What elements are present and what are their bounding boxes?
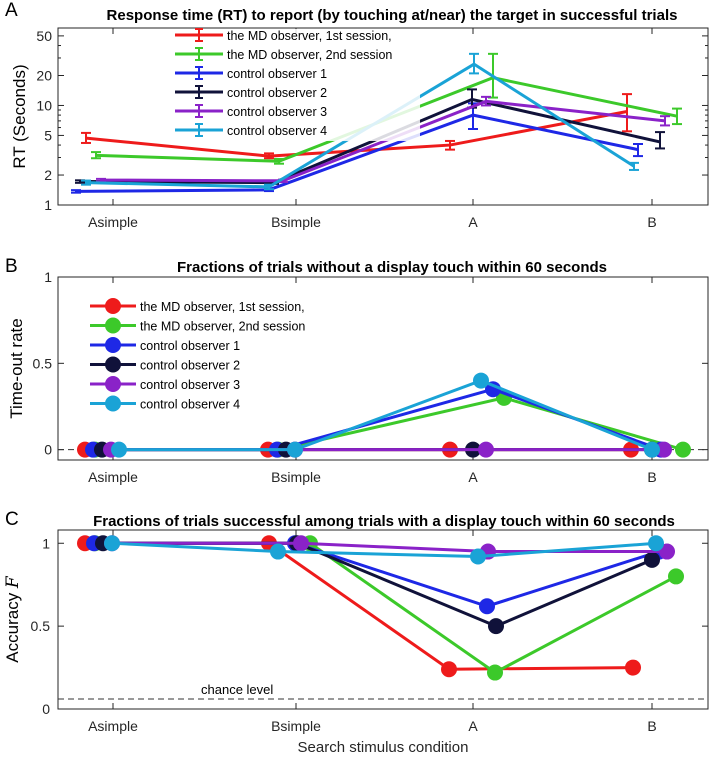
panel-c-series-line	[112, 541, 667, 554]
panel-b-legend-marker	[105, 356, 121, 373]
panel-a-legend-label: control observer 3	[227, 105, 327, 119]
panel-c-xtick-label: A	[468, 718, 478, 734]
panel-a-xtick-label: Asimple	[88, 214, 138, 230]
panel-c-point	[668, 568, 684, 585]
panel-c-title: Fractions of trials successful among tri…	[93, 513, 675, 530]
panel-c-ylabel-symbol: F	[3, 575, 23, 589]
panel-b-legend-label: the MD observer, 2nd session	[140, 320, 305, 334]
panel-c-xlabel: Search stimulus condition	[298, 739, 469, 756]
panel-a-ytick-label: 2	[44, 167, 52, 183]
panel-b-series	[111, 372, 660, 458]
panel-a-ytick-label: 20	[36, 67, 52, 83]
panel-c-point	[270, 543, 286, 560]
panel-b-legend-marker	[105, 317, 121, 334]
panel-b-series-line	[119, 378, 653, 452]
panel-a-ytick-label: 5	[44, 127, 52, 143]
panel-c-ytick-label: 0.5	[31, 618, 51, 634]
panel-b-title: Fractions of trials without a display to…	[177, 259, 607, 276]
panel-b-legend-label: the MD observer, 1st session,	[140, 300, 305, 314]
panel-b-legend-marker	[105, 298, 121, 314]
panel-b-xtick-label: Asimple	[88, 469, 138, 485]
panel-c-point	[479, 598, 495, 615]
panel-c-xtick-label: Asimple	[88, 718, 138, 734]
panel-b-point	[478, 441, 494, 458]
panel-b-letter: B	[5, 256, 18, 277]
panel-c: C Fractions of trials successful among tr…	[3, 509, 709, 756]
panel-a: A Response time (RT) to report (by touchi…	[5, 0, 709, 230]
panel-b-point	[287, 441, 303, 458]
panel-a-ytick-label: 10	[36, 97, 52, 113]
panel-b-legend-marker	[105, 376, 121, 392]
panel-a-xtick-label: Bsimple	[271, 214, 321, 230]
panel-a-legend-label: the MD observer, 2nd session	[227, 48, 392, 62]
panel-c-series	[87, 535, 684, 681]
panel-a-axes-box	[57, 27, 709, 206]
panel-a-legend-label: control observer 2	[227, 86, 327, 100]
panel-b-legend-marker	[105, 337, 121, 353]
panel-b-xtick-label: A	[468, 469, 478, 485]
panel-c-point	[441, 661, 457, 678]
panel-c-ytick-label: 1	[42, 535, 50, 551]
panel-a-ytick-label: 50	[36, 28, 52, 44]
panel-b-xtick-label: Bsimple	[271, 469, 321, 485]
panel-b-ytick-label: 0	[44, 442, 52, 458]
panel-c-series	[104, 535, 664, 565]
panel-a-xtick-label: A	[468, 214, 478, 230]
panel-a-legend-box	[166, 29, 420, 141]
panel-c-ylabel-word: Accuracy	[3, 588, 22, 663]
panel-c-series	[77, 535, 641, 678]
panel-c-ytick-label: 0	[42, 701, 50, 717]
panel-c-point	[648, 535, 664, 552]
panel-b-legend-label: control observer 4	[140, 398, 240, 412]
panel-a-xtick-label: B	[647, 214, 656, 230]
panel-b-ylabel: Time-out rate	[7, 318, 26, 418]
panel-c-point	[104, 535, 120, 552]
panel-c-point	[293, 535, 309, 552]
panel-a-legend: the MD observer, 1st session, the MD obse…	[166, 28, 420, 141]
panel-c-point	[487, 664, 503, 681]
panel-b-ytick-label: 1	[44, 269, 52, 285]
panel-b-legend-box	[66, 296, 336, 414]
panel-c-axes-box	[57, 529, 709, 710]
panel-a-legend-label: control observer 4	[227, 124, 327, 138]
panel-b-legend-label: control observer 1	[140, 339, 240, 353]
panel-c-letter: C	[5, 509, 19, 530]
panel-b-legend: the MD observer, 1st session, the MD obse…	[66, 296, 336, 414]
panel-a-series-line	[75, 113, 639, 193]
panel-a-ylabel: RT (Seconds)	[10, 64, 29, 168]
panel-a-ytick-label: 1	[44, 197, 52, 213]
panel-a-letter: A	[5, 0, 18, 21]
panel-b-point	[656, 441, 672, 458]
panel-b-point	[675, 441, 691, 458]
panel-c-series-line	[111, 541, 657, 559]
panel-b: B Fractions of trials without a display t…	[5, 256, 709, 485]
panel-c-point	[470, 548, 486, 565]
panel-c-point	[488, 618, 504, 635]
panel-b-legend-marker	[105, 395, 121, 412]
panel-b-axes-box	[57, 276, 709, 461]
panel-b-ytick-label: 0.5	[33, 355, 53, 371]
panel-a-series-line	[100, 99, 666, 183]
panel-c-chance-label: chance level	[201, 682, 273, 697]
panel-c-point	[659, 543, 675, 560]
panel-b-xtick-label: B	[647, 469, 656, 485]
panel-a-legend-label: the MD observer, 1st session,	[227, 29, 392, 43]
panel-c-series-line	[95, 541, 677, 675]
panel-c-series-line	[85, 541, 634, 671]
panel-a-title: Response time (RT) to report (by touchin…	[107, 7, 678, 24]
panel-c-point	[625, 659, 641, 676]
panel-c-xtick-label: Bsimple	[271, 718, 321, 734]
panel-b-point	[111, 441, 127, 458]
panel-b-point	[473, 372, 489, 389]
panel-b-legend-label: control observer 2	[140, 359, 240, 373]
panel-c-ylabel: Accuracy F	[3, 575, 23, 663]
panel-a-legend-label: control observer 1	[227, 67, 327, 81]
panel-c-xtick-label: B	[647, 718, 656, 734]
panel-b-legend-label: control observer 3	[140, 378, 240, 392]
panel-b-point	[644, 441, 660, 458]
panel-c-point	[644, 551, 660, 568]
panel-c-series-line	[103, 541, 653, 628]
